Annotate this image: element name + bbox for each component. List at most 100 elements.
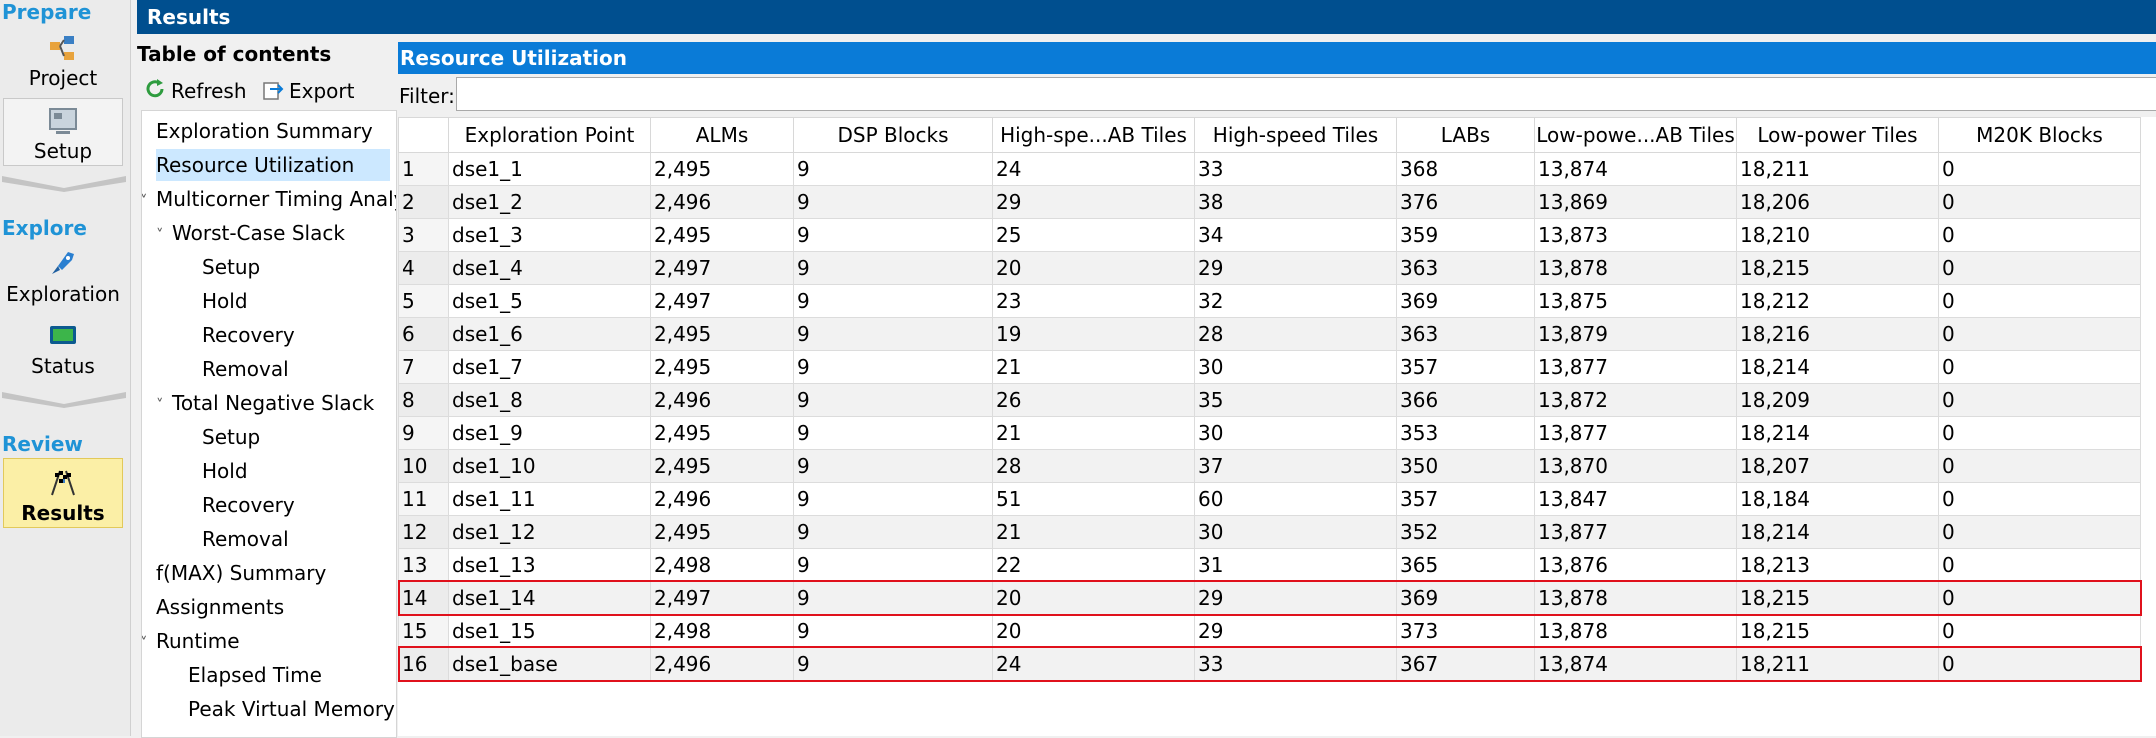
column-header[interactable]: M20K Blocks	[1938, 117, 2141, 153]
column-header[interactable]: High-spe...AB Tiles	[992, 117, 1195, 153]
table-cell: 38	[1194, 185, 1397, 219]
table-row[interactable]: 10 dse1_10 2,495 9 28 37 350 13,870 18,207 0	[398, 449, 2141, 483]
table-cell: 2,497	[650, 251, 794, 285]
table-row[interactable]: 6 dse1_6 2,495 9 19 28 363 13,879 18,216 0	[398, 317, 2141, 351]
table-row[interactable]: 12 dse1_12 2,495 9 21 30 352 13,877 18,214 0	[398, 515, 2141, 549]
resource-utilization-table: Exploration Point ALMs DSP Blocks High-spe.…	[398, 117, 2141, 681]
toc-item[interactable]: Hold	[202, 455, 248, 487]
table-row[interactable]: 3 dse1_3 2,495 9 25 34 359 13,873 18,210 0	[398, 218, 2141, 252]
table-row[interactable]: 8 dse1_8 2,496 9 26 35 366 13,872 18,209 0	[398, 383, 2141, 417]
table-cell: 30	[1194, 350, 1397, 384]
column-header[interactable]: Exploration Point	[448, 117, 651, 153]
table-cell: 18,215	[1736, 614, 1939, 648]
row-number-cell: 15	[398, 614, 449, 648]
toc-item[interactable]: Setup	[202, 251, 260, 283]
table-cell: dse1_11	[448, 482, 651, 516]
exploration-label: Exploration	[6, 282, 120, 306]
toc-item[interactable]: Resource Utilization	[156, 149, 390, 181]
export-label: Export	[289, 79, 355, 103]
toc-item[interactable]: ˅Multicorner Timing Analy	[142, 183, 396, 217]
table-cell: 2,495	[650, 218, 794, 252]
table-cell: 9	[793, 218, 993, 252]
toc-item[interactable]: Removal	[202, 523, 289, 555]
table-cell: 363	[1396, 251, 1535, 285]
row-number-cell: 16	[398, 647, 449, 681]
expand-caret-icon[interactable]: ˅	[142, 627, 156, 659]
column-header[interactable]: DSP Blocks	[793, 117, 993, 153]
project-button[interactable]: Project	[3, 28, 123, 92]
table-cell: 2,495	[650, 350, 794, 384]
table-cell: dse1_1	[448, 152, 651, 186]
column-header[interactable]: ALMs	[650, 117, 794, 153]
table-cell: 2,497	[650, 581, 794, 615]
refresh-button[interactable]: Refresh	[143, 76, 247, 106]
table-row[interactable]: 9 dse1_9 2,495 9 21 30 353 13,877 18,214 0	[398, 416, 2141, 450]
table-row[interactable]: 2 dse1_2 2,496 9 29 38 376 13,869 18,206 0	[398, 185, 2141, 219]
toc-item-label: Recovery	[202, 323, 295, 347]
table-cell: 2,498	[650, 614, 794, 648]
table-row[interactable]: 4 dse1_4 2,497 9 20 29 363 13,878 18,215 0	[398, 251, 2141, 285]
table-row[interactable]: 5 dse1_5 2,497 9 23 32 369 13,875 18,212 0	[398, 284, 2141, 318]
window-title-bar: Results	[137, 0, 2156, 34]
toc-item[interactable]: f(MAX) Summary	[156, 557, 326, 589]
prepare-section-label: Prepare	[2, 0, 92, 24]
table-cell: 0	[1938, 251, 2141, 285]
toc-item[interactable]: Setup	[202, 421, 260, 453]
setup-icon	[46, 105, 80, 137]
workflow-rail: Prepare Project Setup Explore	[0, 0, 131, 736]
table-cell: dse1_14	[448, 581, 651, 615]
results-button[interactable]: Results	[3, 458, 123, 528]
row-number-cell: 13	[398, 548, 449, 582]
table-cell: dse1_4	[448, 251, 651, 285]
expand-caret-icon[interactable]: ˅	[142, 185, 156, 217]
setup-button[interactable]: Setup	[3, 98, 123, 166]
table-cell: 0	[1938, 185, 2141, 219]
toc-item[interactable]: ˅ Total Negative Slack	[156, 387, 374, 419]
filter-input[interactable]	[456, 77, 2156, 111]
table-row[interactable]: 15 dse1_15 2,498 9 20 29 373 13,878 18,215 0	[398, 614, 2141, 648]
table-row[interactable]: 7 dse1_7 2,495 9 21 30 357 13,877 18,214 0	[398, 350, 2141, 384]
toc-item[interactable]: Peak Virtual Memory	[188, 693, 395, 725]
toc-item[interactable]: Recovery	[202, 319, 295, 351]
table-row[interactable]: 1 dse1_1 2,495 9 24 33 368 13,874 18,211 0	[398, 152, 2141, 186]
toc-item[interactable]: ˅ Worst-Case Slack	[156, 217, 345, 249]
table-cell: 18,209	[1736, 383, 1939, 417]
status-button[interactable]: Status	[3, 312, 123, 380]
table-cell: 21	[992, 515, 1195, 549]
toc-item[interactable]: Assignments	[156, 591, 284, 623]
table-cell: dse1_13	[448, 548, 651, 582]
setup-label: Setup	[33, 139, 93, 163]
expand-caret-icon[interactable]: ˅	[156, 226, 164, 244]
table-cell: 2,496	[650, 482, 794, 516]
exploration-button[interactable]: Exploration	[3, 240, 123, 308]
table-cell: 352	[1396, 515, 1535, 549]
table-cell: 9	[793, 383, 993, 417]
column-header[interactable]: Low-powe...AB Tiles	[1534, 117, 1737, 153]
row-number-cell: 7	[398, 350, 449, 384]
table-cell: dse1_5	[448, 284, 651, 318]
column-header[interactable]: LABs	[1396, 117, 1535, 153]
toc-item[interactable]: Hold	[202, 285, 248, 317]
table-cell: 376	[1396, 185, 1535, 219]
toc-item[interactable]: Recovery	[202, 489, 295, 521]
table-cell: 33	[1194, 152, 1397, 186]
expand-caret-icon[interactable]: ˅	[156, 396, 164, 414]
table-row[interactable]: 16 dse1_base 2,496 9 24 33 367 13,874 18,211 0	[398, 647, 2141, 681]
toc-item-label: f(MAX) Summary	[156, 561, 327, 585]
table-cell: 13,877	[1534, 515, 1737, 549]
column-header[interactable]	[398, 117, 449, 153]
toc-item[interactable]: ˅Runtime	[142, 625, 240, 659]
table-cell: 26	[992, 383, 1195, 417]
results-label: Results	[21, 501, 105, 525]
toc-item[interactable]: Exploration Summary	[156, 115, 373, 147]
table-row[interactable]: 13 dse1_13 2,498 9 22 31 365 13,876 18,213 0	[398, 548, 2141, 582]
column-header[interactable]: Low-power Tiles	[1736, 117, 1939, 153]
table-row[interactable]: 14 dse1_14 2,497 9 20 29 369 13,878 18,215 0	[398, 581, 2141, 615]
column-header[interactable]: High-speed Tiles	[1194, 117, 1397, 153]
table-row[interactable]: 11 dse1_11 2,496 9 51 60 357 13,847 18,184 0	[398, 482, 2141, 516]
export-button[interactable]: Export	[261, 76, 354, 106]
toc-item[interactable]: Elapsed Time	[188, 659, 322, 691]
toc-item[interactable]: Removal	[202, 353, 289, 385]
row-number-cell: 3	[398, 218, 449, 252]
export-icon	[261, 77, 285, 106]
